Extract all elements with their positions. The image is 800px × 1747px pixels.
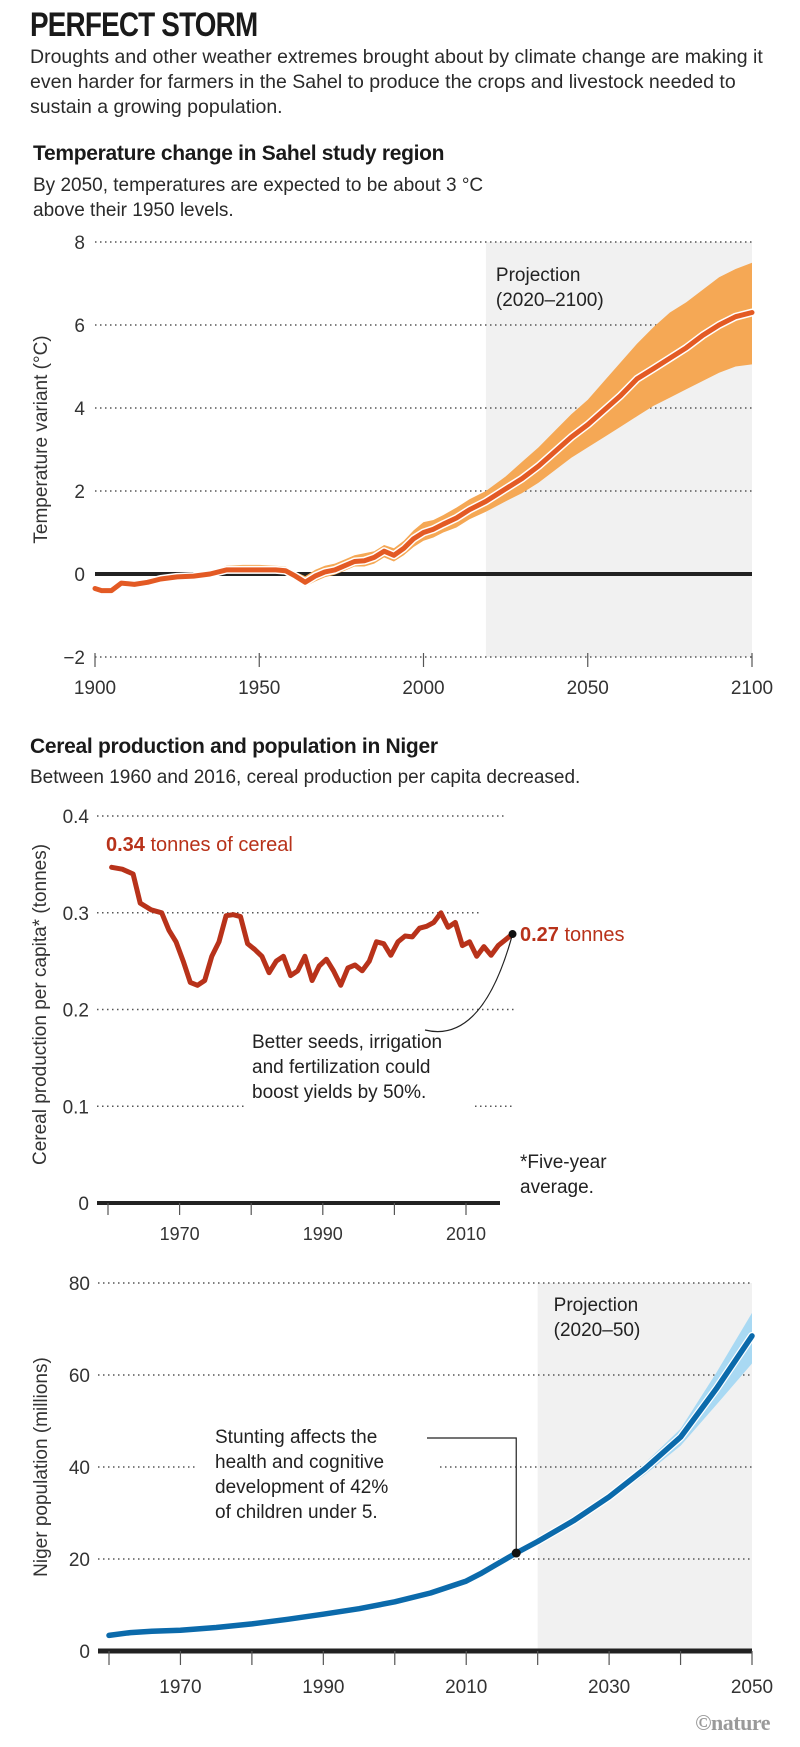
y-tick-label: 0 — [74, 565, 85, 586]
cereal-line — [109, 864, 515, 988]
temperature-chart-subtitle: By 2050, temperatures are expected to be… — [33, 175, 484, 221]
nature-credit: ©nature — [695, 1710, 770, 1735]
y-axis-label: Temperature variant (°C) — [31, 335, 52, 543]
y-tick-label: 4 — [74, 399, 85, 420]
y-tick-label: 60 — [69, 1366, 90, 1387]
start-value-label: 0.34 tonnes of cereal — [106, 834, 293, 856]
y-tick-label: 20 — [69, 1550, 90, 1571]
end-point-marker — [508, 930, 517, 939]
x-tick-label: 2030 — [588, 1677, 630, 1698]
annotation-text: and fertilization could — [252, 1057, 431, 1078]
y-tick-label: 2 — [74, 482, 85, 503]
annotation-text: of children under 5. — [215, 1502, 378, 1523]
uncertainty-band — [95, 262, 752, 594]
x-tick-label: 2100 — [731, 678, 773, 699]
x-tick-label: 1900 — [74, 678, 116, 699]
annotation-text: boost yields by 50%. — [252, 1082, 426, 1103]
y-tick-label: 0 — [79, 1642, 90, 1663]
population-line — [106, 1333, 755, 1639]
y-axis-label: Cereal production per capita* (tonnes) — [30, 844, 51, 1165]
y-tick-label: 0.3 — [63, 904, 89, 925]
projection-label: Projection — [554, 1295, 639, 1316]
x-tick-label: 2050 — [731, 1677, 773, 1698]
annotation-text: Better seeds, irrigation — [252, 1032, 442, 1053]
projection-range-label: (2020–2100) — [496, 290, 604, 311]
end-value: 0.27 — [520, 924, 559, 946]
x-tick-label: 2010 — [445, 1677, 487, 1698]
annotation-leader-line — [424, 933, 514, 1033]
footnote-text: *Five-year — [520, 1152, 607, 1173]
x-tick-label: 2000 — [402, 678, 444, 699]
temperature-chart-title: Temperature change in Sahel study region — [33, 142, 445, 165]
y-tick-label: 8 — [74, 233, 85, 254]
x-tick-label: 1950 — [238, 678, 280, 699]
x-tick-label: 1990 — [303, 1224, 343, 1244]
intro-text: Droughts and other weather extremes brou… — [30, 46, 763, 118]
y-tick-label: 0.1 — [63, 1097, 89, 1118]
mean-line — [92, 310, 755, 594]
cereal-chart-title: Cereal production and population in Nige… — [30, 735, 438, 758]
annotation-leader-line — [427, 1437, 517, 1554]
x-tick-label: 1970 — [159, 1677, 201, 1698]
cereal-chart-subtitle: Between 1960 and 2016, cereal production… — [30, 767, 581, 788]
y-tick-label: 40 — [69, 1458, 90, 1479]
projection-range-label: (2020–50) — [554, 1320, 641, 1341]
annotation-text: Stunting affects the — [215, 1427, 377, 1448]
start-value-unit: tonnes of cereal — [145, 834, 293, 856]
y-tick-label: 80 — [69, 1274, 90, 1295]
annotation-text: development of 42% — [215, 1477, 388, 1498]
footnote-text: average. — [520, 1177, 594, 1198]
projection-label: Projection — [496, 265, 581, 286]
y-tick-label: 0 — [78, 1194, 89, 1215]
annotation-point-marker — [511, 1548, 521, 1558]
x-tick-label: 2010 — [446, 1224, 486, 1244]
x-tick-label: 1990 — [302, 1677, 344, 1698]
y-axis-label: Niger population (millions) — [31, 1357, 52, 1577]
end-value-unit: tonnes — [559, 924, 625, 946]
end-value-label: 0.27 tonnes — [520, 924, 625, 946]
x-tick-label: 1970 — [160, 1224, 200, 1244]
temperature-chart: −2 0 2 4 6 8 1900 1950 2000 2050 2100 Projection (20… — [31, 233, 773, 699]
page-title: PERFECT STORM — [30, 6, 258, 44]
annotation-text: health and cognitive — [215, 1452, 384, 1473]
x-tick-label: 2050 — [567, 678, 609, 699]
y-tick-label: 0.4 — [63, 807, 90, 828]
y-tick-label: 0.2 — [63, 1001, 89, 1022]
y-tick-label: 6 — [74, 316, 85, 337]
y-tick-label: −2 — [63, 648, 85, 669]
start-value: 0.34 — [106, 834, 146, 856]
